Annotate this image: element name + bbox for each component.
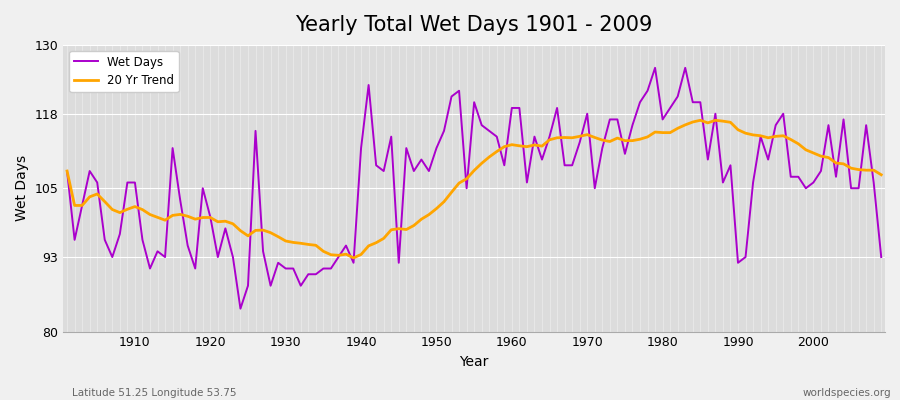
- Wet Days: [122, 180, 133, 185]
- Wet Days: [62, 169, 73, 174]
- Text: Latitude 51.25 Longitude 53.75: Latitude 51.25 Longitude 53.75: [72, 388, 237, 398]
- Wet Days: [295, 283, 306, 288]
- 20 Yr Trend: [333, 253, 344, 258]
- 20 Yr Trend: [605, 139, 616, 144]
- Wet Days: [605, 117, 616, 122]
- Wet Days: [507, 106, 517, 110]
- Line: Wet Days: Wet Days: [68, 68, 881, 309]
- Wet Days: [340, 243, 351, 248]
- Wet Days: [514, 106, 525, 110]
- Wet Days: [650, 66, 661, 70]
- Line: 20 Yr Trend: 20 Yr Trend: [68, 120, 881, 258]
- Text: worldspecies.org: worldspecies.org: [803, 388, 891, 398]
- 20 Yr Trend: [876, 172, 886, 177]
- 20 Yr Trend: [695, 118, 706, 123]
- Wet Days: [876, 255, 886, 260]
- Legend: Wet Days, 20 Yr Trend: Wet Days, 20 Yr Trend: [69, 51, 179, 92]
- 20 Yr Trend: [507, 142, 517, 147]
- Title: Yearly Total Wet Days 1901 - 2009: Yearly Total Wet Days 1901 - 2009: [295, 15, 652, 35]
- X-axis label: Year: Year: [460, 355, 489, 369]
- 20 Yr Trend: [514, 144, 525, 148]
- Y-axis label: Wet Days: Wet Days: [15, 155, 29, 221]
- 20 Yr Trend: [288, 240, 299, 245]
- 20 Yr Trend: [122, 207, 133, 212]
- 20 Yr Trend: [348, 256, 359, 260]
- Wet Days: [235, 306, 246, 311]
- 20 Yr Trend: [62, 169, 73, 174]
